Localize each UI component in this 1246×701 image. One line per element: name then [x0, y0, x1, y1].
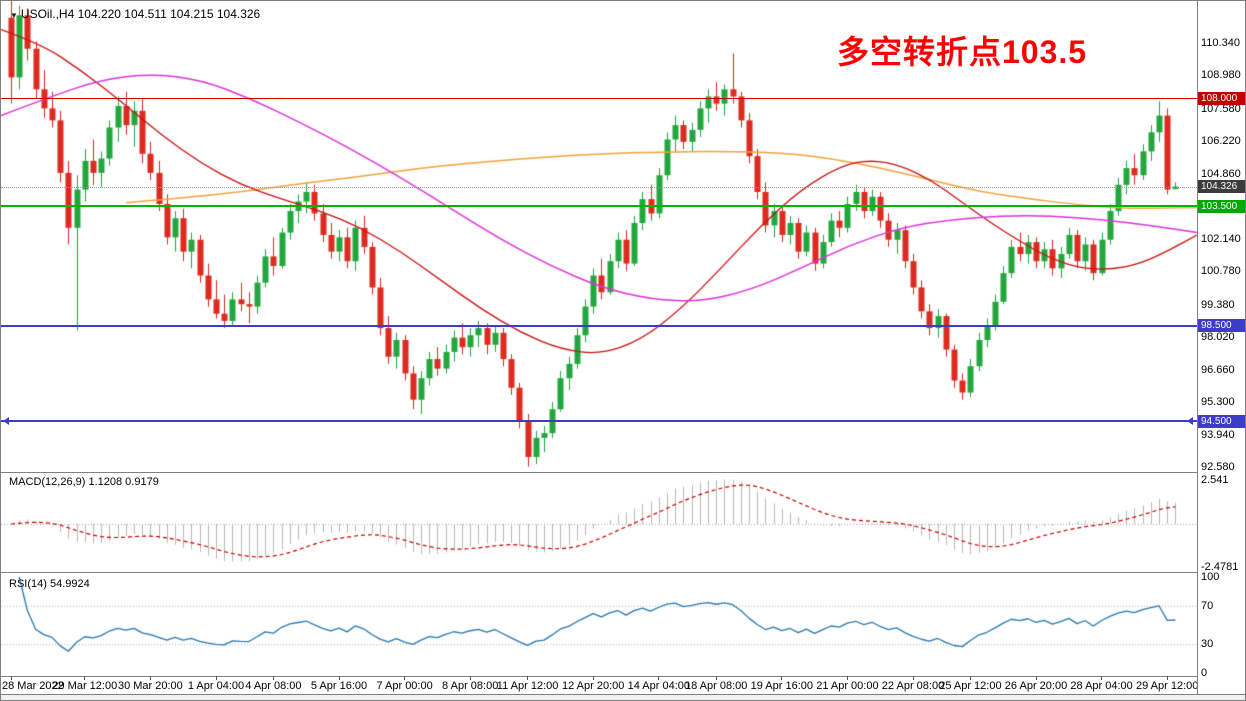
time-axis[interactable]: 28 Mar 2022 29 Mar 12:00 30 Mar 20:00 1 Apr… — [1, 676, 1199, 694]
time-axis-label: 21 Apr 00:00 — [816, 680, 879, 692]
time-axis-label: 19 Apr 16:00 — [750, 680, 813, 692]
price-axis-label: 96.660 — [1201, 363, 1235, 376]
price-axis-label: 106.220 — [1201, 135, 1241, 148]
time-tick — [84, 676, 86, 680]
price-axis-label: 98.020 — [1201, 331, 1235, 344]
time-axis-label: 8 Apr 08:00 — [442, 680, 499, 692]
time-tick — [781, 676, 783, 680]
rsi-indicator-label: RSI(14) 54.9924 — [9, 578, 90, 590]
time-axis-label: 14 Apr 04:00 — [627, 680, 690, 692]
time-axis-label: 25 Apr 12:00 — [939, 680, 1002, 692]
chart-tabs-strip[interactable] — [1, 694, 1245, 700]
pane-divider-rsi[interactable] — [1, 572, 1245, 573]
time-tick — [658, 676, 660, 680]
time-axis-label: 7 Apr 00:00 — [376, 680, 433, 692]
time-axis-label: 4 Apr 08:00 — [245, 680, 302, 692]
price-badge-94.500: 94.500 — [1198, 414, 1245, 428]
price-axis-label: 99.380 — [1201, 298, 1235, 311]
time-axis-label: 26 Apr 20:00 — [1004, 680, 1068, 692]
chart-title-text: USOil.,H4 104.220 104.511 104.215 104.32… — [20, 7, 261, 21]
time-tick — [1035, 676, 1037, 680]
horizontal-line-94.500[interactable] — [1, 420, 1197, 423]
rsi-axis-label: 100 — [1201, 571, 1220, 583]
price-axis-label: 95.300 — [1201, 396, 1235, 409]
time-tick — [527, 676, 529, 680]
time-tick — [715, 676, 717, 680]
time-axis-label: 28 Apr 04:00 — [1070, 680, 1133, 692]
time-tick — [272, 676, 274, 680]
chart-symbol-icon: ▼ — [10, 11, 18, 20]
time-axis-label: 28 Mar 2022 — [2, 680, 64, 692]
price-axis[interactable]: 110.340 108.980 107.580 106.220 104.860 102.1… — [1198, 1, 1245, 694]
time-axis-label: 22 Apr 08:00 — [881, 680, 945, 692]
time-tick — [1101, 676, 1103, 680]
time-tick — [592, 676, 594, 680]
time-axis-label: 12 Apr 20:00 — [561, 680, 625, 692]
time-tick — [846, 676, 848, 680]
time-axis-label: 29 Apr 12:00 — [1135, 680, 1199, 692]
time-tick — [338, 676, 340, 680]
annotation-text[interactable]: 多空转折点103.5 — [837, 34, 1088, 70]
time-axis-label: 5 Apr 16:00 — [310, 680, 368, 692]
time-axis-label: 11 Apr 12:00 — [496, 680, 559, 692]
price-axis-label: 107.580 — [1201, 102, 1241, 115]
horizontal-line-98.500[interactable] — [1, 324, 1197, 327]
price-badge-104.326: 104.326 — [1198, 180, 1245, 194]
price-badge-108.000: 108.000 — [1198, 92, 1245, 106]
horizontal-line-108.000[interactable] — [1, 98, 1197, 100]
price-axis-label: 93.940 — [1201, 428, 1235, 441]
macd-axis-label: 2.541 — [1201, 474, 1229, 487]
price-axis-label: 110.340 — [1201, 37, 1240, 49]
current-price-line — [1, 186, 1197, 188]
price-axis-label: 92.580 — [1201, 461, 1235, 473]
time-tick — [1166, 676, 1168, 680]
time-axis-label: 30 Mar 20:00 — [117, 680, 183, 692]
price-axis-label: 108.980 — [1201, 69, 1241, 82]
price-badge-98.500: 98.500 — [1198, 319, 1245, 333]
pane-divider-macd[interactable] — [1, 472, 1245, 473]
chart-title: ▼ USOil.,H4 104.220 104.511 104.215 104.3… — [10, 7, 260, 21]
rsi-axis-label: 0 — [1201, 667, 1208, 679]
time-axis-label: 1 Apr 04:00 — [187, 680, 245, 692]
pane-divider-timeaxis — [1, 676, 1245, 677]
price-badge-103.500: 103.500 — [1198, 199, 1245, 213]
macd-axis-label: -2.4781 — [1201, 560, 1239, 573]
price-axis-label: 102.140 — [1201, 232, 1241, 245]
price-axis-label: 104.860 — [1201, 167, 1241, 180]
time-axis-label: 29 Mar 12:00 — [52, 680, 118, 692]
horizontal-line-103.500[interactable] — [1, 205, 1197, 208]
time-tick — [10, 676, 12, 680]
time-tick — [404, 676, 406, 680]
line-endpoint-marker — [1187, 417, 1193, 426]
time-tick — [469, 676, 471, 680]
macd-indicator-label: MACD(12,26,9) 1.1208 0.9179 — [9, 476, 159, 488]
time-axis-label: 18 Apr 08:00 — [684, 680, 748, 692]
time-tick — [149, 676, 151, 680]
time-tick — [969, 676, 971, 680]
time-tick — [912, 676, 914, 680]
price-axis-border — [1197, 1, 1198, 694]
line-endpoint-marker — [3, 417, 9, 426]
rsi-axis-label: 70 — [1201, 599, 1214, 612]
price-axis-label: 100.780 — [1201, 265, 1241, 278]
rsi-axis-label: 30 — [1201, 638, 1214, 651]
time-tick — [215, 676, 217, 680]
